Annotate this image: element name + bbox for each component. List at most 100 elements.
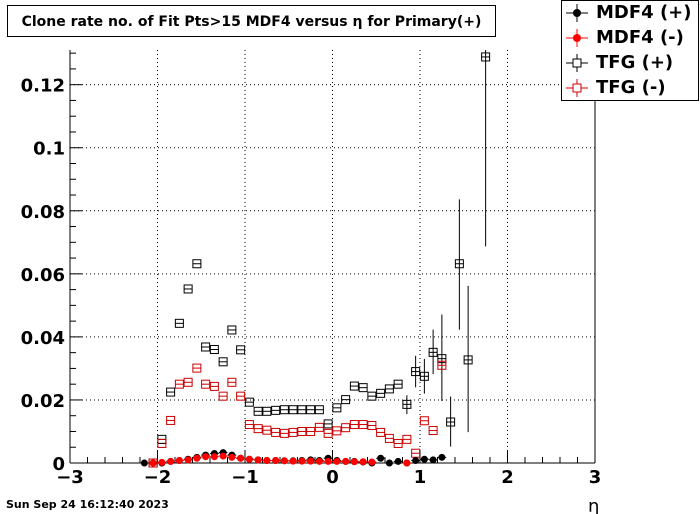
data-point-tfg-plus (446, 417, 456, 427)
data-point-tfg-minus (253, 424, 263, 434)
data-point-mdf4-minus (237, 454, 245, 462)
data-point-tfg-plus (376, 388, 386, 398)
x-axis-title: η (588, 496, 599, 514)
data-point-tfg-minus (271, 427, 281, 437)
data-point-tfg-minus (201, 379, 211, 389)
data-point-tfg-minus (244, 420, 254, 430)
data-point-tfg-plus (419, 371, 429, 381)
data-point-tfg-minus (288, 427, 298, 437)
data-point-tfg-minus (183, 377, 193, 387)
data-point-tfg-minus (262, 425, 272, 435)
data-point-tfg-minus (384, 433, 394, 443)
legend-item-tfg-plus: TFG (+) (562, 51, 700, 75)
x-tick-label: 3 (589, 467, 602, 488)
open-square-marker-icon (566, 79, 588, 97)
data-point-mdf4-minus (184, 456, 192, 464)
data-point-mdf4-minus (210, 453, 218, 461)
data-point-tfg-minus (157, 438, 167, 448)
data-point-tfg-minus (428, 426, 438, 436)
data-point-tfg-plus (358, 383, 368, 393)
data-point-mdf4-plus (438, 453, 446, 461)
data-point-mdf4-minus (272, 456, 280, 464)
data-point-tfg-plus (332, 403, 342, 413)
data-point-tfg-minus (437, 360, 447, 370)
data-point-tfg-plus (174, 318, 184, 328)
y-tick-label: 0.08 (21, 202, 65, 223)
y-tick-label: 0.06 (21, 265, 65, 286)
filled-circle-marker-icon (566, 29, 588, 47)
data-point-tfg-minus (367, 420, 377, 430)
data-point-mdf4-minus (324, 457, 332, 465)
chart-title: Clone rate no. of Fit Pts>15 MDF4 versus… (21, 14, 482, 30)
data-point-tfg-plus (218, 357, 228, 367)
data-point-tfg-plus (367, 391, 377, 401)
x-tick-label: 1 (414, 467, 427, 488)
data-point-mdf4-plus (429, 456, 437, 464)
data-point-tfg-plus (227, 325, 237, 335)
legend: MDF4 (+) MDF4 (-) TFG (+) TFG (-) (561, 0, 699, 101)
data-point-tfg-minus (323, 428, 333, 438)
data-point-tfg-plus (271, 405, 281, 415)
data-point-mdf4-minus (307, 457, 315, 465)
data-point-mdf4-plus (412, 456, 420, 464)
y-tick-label: 0.12 (21, 76, 65, 97)
data-point-tfg-minus (341, 423, 351, 433)
open-square-marker-icon (566, 54, 588, 72)
data-point-tfg-plus (201, 342, 211, 352)
data-point-tfg-plus (244, 397, 254, 407)
x-tick-label: −2 (144, 467, 172, 488)
data-point-tfg-plus (323, 419, 333, 429)
data-point-tfg-plus (236, 345, 246, 355)
data-point-tfg-plus (192, 259, 202, 269)
data-point-tfg-plus (437, 354, 447, 364)
data-point-tfg-minus (227, 377, 237, 387)
data-point-tfg-minus (306, 426, 316, 436)
data-point-tfg-plus (314, 405, 324, 415)
data-point-mdf4-plus (377, 454, 385, 462)
data-point-tfg-plus (463, 355, 473, 365)
data-point-tfg-minus (236, 391, 246, 401)
data-point-tfg-plus (183, 284, 193, 294)
legend-label: TFG (+) (596, 52, 674, 73)
data-point-tfg-plus (341, 395, 351, 405)
data-point-tfg-minus (166, 415, 176, 425)
legend-item-mdf4-minus: MDF4 (-) (562, 26, 700, 50)
data-point-mdf4-minus (254, 456, 262, 464)
data-point-tfg-plus (428, 347, 438, 357)
data-point-tfg-plus (262, 406, 272, 416)
axes (69, 50, 596, 464)
data-point-tfg-plus (297, 405, 307, 415)
data-point-mdf4-minus (350, 458, 358, 466)
data-point-mdf4-minus (158, 458, 166, 466)
data-point-mdf4-minus (315, 457, 323, 465)
data-point-mdf4-minus (333, 457, 341, 465)
data-point-mdf4-minus (403, 459, 411, 467)
data-point-mdf4-minus (167, 457, 175, 465)
data-point-tfg-plus (166, 387, 176, 397)
data-point-tfg-minus (419, 416, 429, 426)
data-point-mdf4-minus (245, 455, 253, 463)
data-point-mdf4-plus (140, 459, 148, 467)
data-point-tfg-plus (288, 405, 298, 415)
data-point-tfg-minus (402, 434, 412, 444)
y-tick-label: 0 (52, 454, 65, 475)
x-tick-label: 0 (326, 467, 339, 488)
data-point-tfg-plus (306, 405, 316, 415)
data-point-tfg-plus (411, 367, 421, 377)
legend-label: TFG (-) (596, 77, 666, 98)
data-point-tfg-plus (349, 381, 359, 391)
data-point-tfg-plus (393, 379, 403, 389)
error-bars (140, 50, 490, 464)
data-point-tfg-minus (209, 381, 219, 391)
data-point-tfg-plus (384, 384, 394, 394)
data-point-tfg-minus (358, 420, 368, 430)
data-point-mdf4-minus (149, 459, 157, 467)
data-point-mdf4-plus (385, 459, 393, 467)
data-point-tfg-minus (314, 422, 324, 432)
y-tick-label: 0.1 (33, 139, 65, 160)
y-tick-label: 0.02 (21, 391, 65, 412)
data-point-tfg-minus (218, 391, 228, 401)
x-tick-label: 2 (501, 467, 514, 488)
data-point-tfg-minus (297, 426, 307, 436)
data-point-mdf4-minus (219, 452, 227, 460)
